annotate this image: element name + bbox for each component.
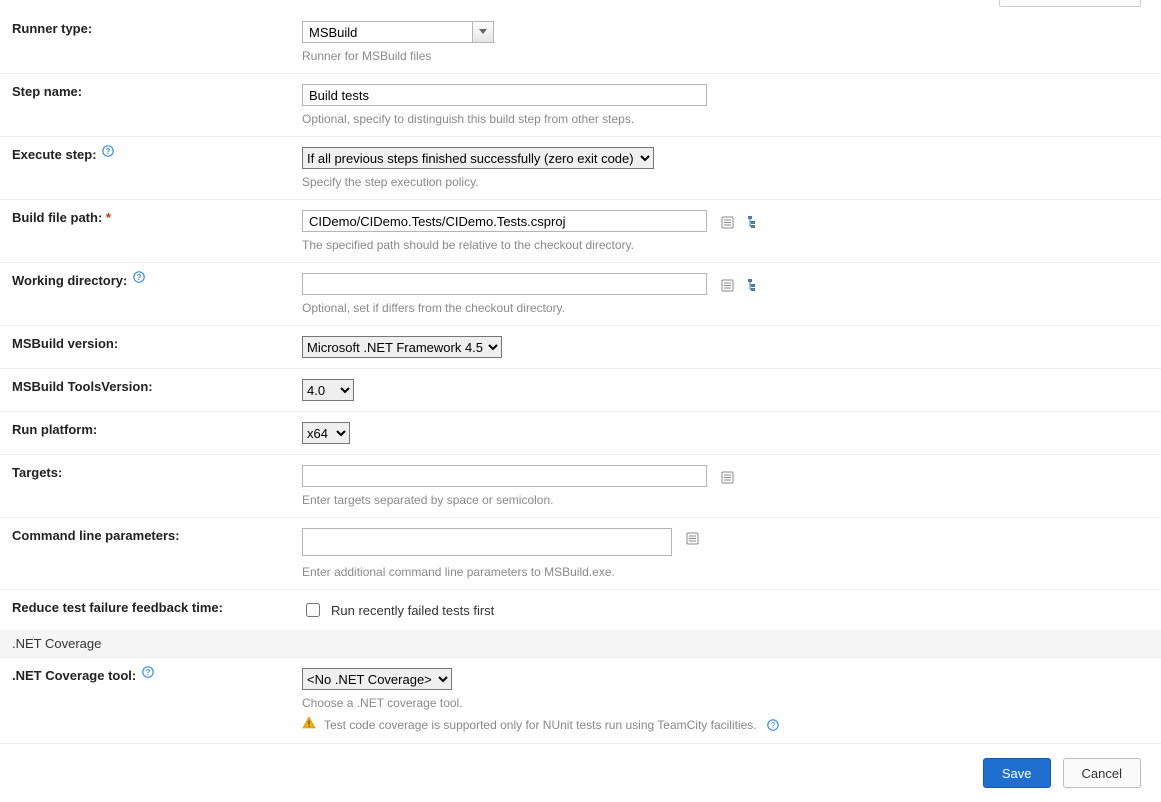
help-icon[interactable]: ?	[142, 666, 154, 678]
help-icon[interactable]: ?	[102, 145, 114, 157]
hint-targets: Enter targets separated by space or semi…	[302, 493, 1151, 507]
section-header-net-coverage: .NET Coverage	[0, 630, 1161, 658]
chevron-down-icon	[479, 29, 487, 35]
execute-step-select[interactable]: If all previous steps finished successfu…	[302, 147, 654, 169]
label-working-directory: Working directory:	[12, 273, 127, 288]
net-coverage-warning-text: Test code coverage is supported only for…	[324, 718, 757, 732]
row-execute-step: Execute step: ? If all previous steps fi…	[0, 137, 1161, 200]
label-build-file-path: Build file path:	[12, 210, 102, 225]
help-icon[interactable]: ?	[767, 719, 779, 731]
row-net-coverage-tool: .NET Coverage tool: ? <No .NET Coverage>…	[0, 658, 1161, 744]
row-build-file-path: Build file path: * The specified path sh…	[0, 200, 1161, 263]
row-runner-type: Runner type: Runner for MSBuild files	[0, 11, 1161, 74]
footer-buttons: Save Cancel	[0, 744, 1161, 802]
msbuild-tools-version-select[interactable]: 4.0	[302, 379, 354, 401]
row-run-platform: Run platform: x64	[0, 412, 1161, 455]
label-net-coverage-tool: .NET Coverage tool:	[12, 668, 136, 683]
working-directory-input[interactable]	[302, 273, 707, 295]
row-working-directory: Working directory: ? Optional, set if di…	[0, 263, 1161, 326]
history-icon[interactable]	[721, 471, 734, 484]
row-reduce-feedback: Reduce test failure feedback time: Run r…	[0, 590, 1161, 631]
top-button-collapsed[interactable]	[999, 0, 1141, 7]
label-targets: Targets:	[12, 465, 62, 480]
help-icon[interactable]: ?	[133, 271, 145, 283]
reduce-feedback-checkbox-label[interactable]: Run recently failed tests first	[302, 600, 1151, 620]
svg-text:?: ?	[770, 721, 775, 730]
step-name-input[interactable]	[302, 84, 707, 106]
row-msbuild-tools-version: MSBuild ToolsVersion: 4.0	[0, 369, 1161, 412]
required-marker: *	[106, 210, 111, 225]
row-step-name: Step name: Optional, specify to distingu…	[0, 74, 1161, 137]
history-icon[interactable]	[721, 216, 734, 229]
msbuild-version-select[interactable]: Microsoft .NET Framework 4.5	[302, 336, 502, 358]
hint-step-name: Optional, specify to distinguish this bu…	[302, 112, 1151, 126]
label-cmd-params: Command line parameters:	[12, 528, 180, 543]
targets-input[interactable]	[302, 465, 707, 487]
cmd-params-textarea[interactable]	[302, 528, 672, 556]
reduce-feedback-checkbox-text: Run recently failed tests first	[331, 603, 494, 618]
save-button[interactable]: Save	[983, 758, 1051, 788]
run-platform-select[interactable]: x64	[302, 422, 350, 444]
label-reduce-feedback: Reduce test failure feedback time:	[12, 600, 223, 615]
history-icon[interactable]	[686, 532, 699, 545]
hint-cmd-params: Enter additional command line parameters…	[302, 565, 1151, 579]
label-execute-step: Execute step:	[12, 147, 97, 162]
runner-type-dropdown-button[interactable]	[472, 21, 494, 43]
svg-text:?: ?	[145, 668, 150, 677]
section-net-coverage: .NET Coverage	[0, 630, 1161, 658]
hint-net-coverage-tool: Choose a .NET coverage tool.	[302, 696, 1151, 710]
tree-picker-icon[interactable]	[747, 215, 761, 229]
svg-text:?: ?	[137, 273, 142, 282]
tree-picker-icon[interactable]	[747, 278, 761, 292]
row-targets: Targets: Enter targets separated by spac…	[0, 455, 1161, 518]
label-step-name: Step name:	[12, 84, 82, 99]
hint-working-directory: Optional, set if differs from the checko…	[302, 301, 1151, 315]
runner-type-combo[interactable]	[302, 21, 494, 43]
runner-type-input[interactable]	[302, 21, 472, 43]
hint-build-file-path: The specified path should be relative to…	[302, 238, 1151, 252]
label-msbuild-tools-version: MSBuild ToolsVersion:	[12, 379, 153, 394]
hint-execute-step: Specify the step execution policy.	[302, 175, 1151, 189]
history-icon[interactable]	[721, 279, 734, 292]
build-file-path-input[interactable]	[302, 210, 707, 232]
row-msbuild-version: MSBuild version: Microsoft .NET Framewor…	[0, 326, 1161, 369]
label-msbuild-version: MSBuild version:	[12, 336, 118, 351]
reduce-feedback-checkbox[interactable]	[306, 603, 320, 617]
top-button-stub	[0, 0, 1161, 11]
net-coverage-warning-row: Test code coverage is supported only for…	[302, 716, 1151, 733]
warning-icon	[302, 716, 316, 733]
net-coverage-tool-select[interactable]: <No .NET Coverage>	[302, 668, 452, 690]
label-runner-type: Runner type:	[12, 21, 92, 36]
build-step-form: Runner type: Runner for MSBuild files St…	[0, 11, 1161, 744]
cancel-button[interactable]: Cancel	[1063, 758, 1141, 788]
hint-runner-type: Runner for MSBuild files	[302, 49, 1151, 63]
label-run-platform: Run platform:	[12, 422, 97, 437]
svg-text:?: ?	[106, 147, 111, 156]
row-cmd-params: Command line parameters: Enter additiona…	[0, 518, 1161, 590]
